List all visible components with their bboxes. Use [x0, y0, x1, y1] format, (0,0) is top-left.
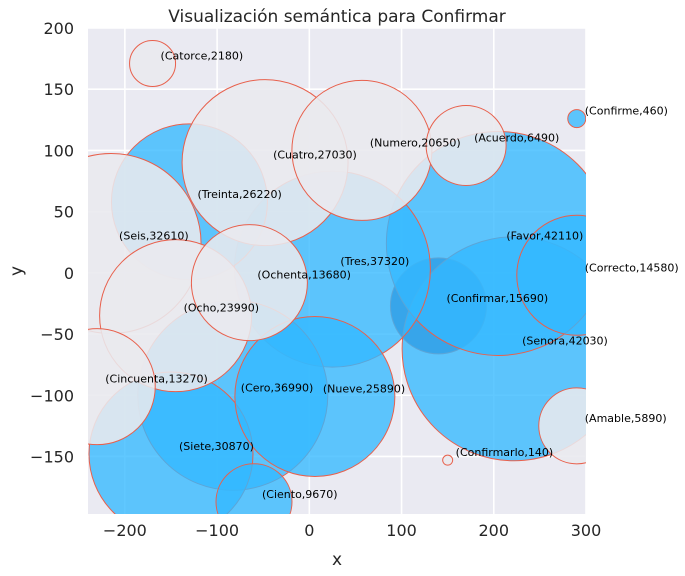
bubble-label-ochenta: (Ochenta,13680): [257, 269, 351, 282]
bubble-labels: (Confirmar,15690) (Senora,42030) (Favor,42…: [105, 50, 679, 501]
bubble-label-treinta: (Treinta,26220): [197, 188, 281, 201]
bubble-label-ciento: (Ciento,9670): [262, 488, 338, 501]
x-tick-label: −100: [195, 521, 239, 540]
bubble-cincuenta: [88, 328, 156, 446]
bubble-label-catorce: (Catorce,2180): [161, 50, 244, 63]
bubble-acuerdo: [425, 105, 507, 187]
bubble-label-cuatro: (Cuatro,27030): [273, 149, 357, 162]
bubble-label-ocho: (Ocho,23990): [184, 302, 259, 315]
bubble-label-cincuenta: (Cincuenta,13270): [105, 373, 208, 386]
bubble-label-tres: (Tres,37320): [340, 255, 409, 268]
bubble-nueve: [234, 315, 396, 477]
bubble-amable: [538, 387, 586, 465]
y-tick-label: −50: [40, 325, 74, 344]
x-axis-label: x: [332, 550, 342, 570]
x-tick-label: 100: [386, 521, 417, 540]
bubble-label-siete: (Siete,30870): [179, 440, 254, 453]
y-tick-label: 100: [43, 141, 74, 160]
bubble-label-confirmar: (Confirmar,15690): [446, 292, 548, 305]
x-tick-label: 200: [479, 521, 510, 540]
y-tick-label: 0: [64, 264, 74, 283]
bubble-ciento: [215, 463, 293, 514]
x-axis-ticks: −200 −100 0 100 200 300: [103, 521, 601, 540]
bubble-label-senora: (Senora,42030): [522, 335, 608, 348]
bubble-label-correcto: (Correcto,14580): [585, 261, 679, 274]
bubble-label-seis: (Seis,32610): [119, 229, 189, 242]
bubble-ochenta: [190, 224, 308, 342]
x-tick-label: 0: [304, 521, 314, 540]
bubble-label-confirmarlo: (Confirmarlo,140): [456, 446, 553, 459]
bubble-label-nueve: (Nueve,25890): [323, 382, 405, 395]
bubble-label-amable: (Amable,5890): [585, 412, 667, 425]
y-tick-label: 50: [54, 203, 74, 222]
x-tick-label: 300: [571, 521, 602, 540]
bubble-catorce: [129, 40, 177, 88]
bubbles: [88, 40, 586, 514]
chart-title: Visualización semántica para Confirmar: [168, 7, 506, 27]
y-tick-label: 150: [43, 80, 74, 99]
bubble-label-favor: (Favor,42110): [506, 229, 583, 242]
x-tick-label: −200: [103, 521, 147, 540]
bubble-confirmarlo: [442, 454, 454, 466]
y-tick-label: −100: [30, 386, 74, 405]
bubble-correcto: [516, 214, 586, 336]
y-axis-label: y: [7, 266, 27, 276]
bubble-label-acuerdo: (Acuerdo,6490): [474, 132, 559, 145]
y-tick-label: 200: [43, 19, 74, 38]
y-tick-label: −150: [30, 447, 74, 466]
bubble-label-numero: (Numero,20650): [370, 136, 461, 149]
y-axis-ticks: −150 −100 −50 0 50 100 150 200: [30, 19, 74, 466]
bubble-confirme: [567, 109, 586, 129]
bubble-label-cero: (Cero,36990): [241, 381, 314, 394]
bubble-label-confirme: (Confirme,460): [585, 105, 668, 118]
